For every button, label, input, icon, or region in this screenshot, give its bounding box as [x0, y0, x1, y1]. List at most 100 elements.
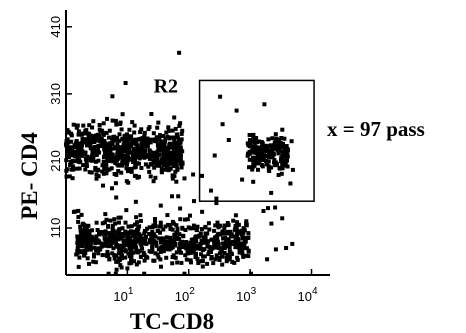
data-point: [174, 231, 179, 235]
data-point: [265, 154, 270, 159]
data-point: [171, 164, 176, 169]
data-point: [185, 251, 190, 256]
data-point: [290, 241, 295, 246]
data-point: [94, 234, 99, 239]
data-point: [174, 163, 179, 168]
data-point: [173, 140, 178, 145]
data-point: [168, 166, 173, 171]
data-point: [261, 157, 266, 162]
data-point: [125, 155, 130, 160]
data-point: [208, 247, 213, 252]
data-point: [213, 257, 218, 262]
data-point: [212, 228, 217, 233]
data-point: [225, 244, 230, 249]
data-point: [156, 255, 161, 260]
data-point: [80, 149, 85, 154]
data-point: [79, 232, 84, 237]
data-point: [170, 128, 175, 133]
data-point: [153, 159, 157, 163]
data-point: [138, 235, 143, 240]
data-point: [68, 145, 73, 150]
data-point: [146, 139, 151, 144]
data-point: [78, 237, 83, 242]
data-point: [114, 259, 119, 264]
gate-label: R2: [154, 75, 178, 97]
data-point: [71, 122, 76, 127]
data-point: [148, 162, 153, 167]
points-layer: [64, 50, 295, 276]
data-point: [226, 237, 231, 242]
data-point: [272, 143, 277, 148]
data-point: [203, 231, 208, 236]
data-point: [289, 139, 294, 144]
data-point: [132, 173, 137, 178]
data-point: [207, 244, 212, 249]
data-point: [80, 244, 85, 249]
y-tick-label: 210: [48, 150, 63, 172]
data-point: [66, 139, 70, 144]
data-point: [285, 158, 289, 163]
data-point: [247, 133, 252, 137]
data-point: [170, 238, 175, 243]
data-point: [278, 159, 283, 164]
data-point: [267, 169, 272, 173]
data-point: [158, 148, 163, 153]
data-point: [91, 148, 96, 153]
data-point: [168, 155, 173, 160]
data-point: [73, 150, 78, 155]
data-point: [175, 135, 180, 140]
data-point: [250, 167, 255, 172]
data-point: [139, 141, 144, 146]
x-tick-label: 102: [175, 286, 195, 304]
data-point: [84, 164, 89, 168]
data-point: [144, 144, 149, 149]
data-point: [82, 223, 87, 227]
data-point: [165, 239, 170, 244]
data-point: [202, 254, 207, 259]
data-point: [111, 246, 116, 251]
data-point: [217, 246, 222, 251]
data-point: [131, 250, 136, 255]
data-point: [100, 163, 105, 168]
data-point: [197, 234, 202, 239]
data-point: [221, 236, 226, 241]
data-point: [96, 158, 101, 163]
data-point: [124, 166, 129, 171]
data-point: [281, 160, 286, 165]
data-point: [82, 253, 87, 258]
data-point: [131, 153, 136, 157]
data-point: [112, 253, 117, 258]
data-point: [164, 235, 169, 240]
data-point: [245, 141, 250, 146]
data-point: [236, 245, 241, 250]
data-point: [276, 151, 281, 156]
data-point: [227, 256, 232, 261]
data-point: [154, 243, 159, 248]
data-point: [78, 160, 83, 165]
data-point: [171, 161, 176, 166]
data-point: [129, 169, 134, 174]
data-point: [158, 257, 163, 262]
data-point: [131, 245, 136, 249]
data-point: [266, 137, 271, 142]
data-point: [187, 245, 192, 250]
data-point: [180, 239, 184, 244]
data-point: [251, 160, 256, 165]
data-point: [86, 134, 91, 139]
data-point: [166, 125, 171, 130]
data-point: [104, 171, 109, 176]
data-point: [116, 156, 121, 161]
data-point: [115, 244, 120, 249]
data-point: [77, 152, 81, 157]
data-point: [119, 170, 124, 175]
data-point: [162, 240, 167, 244]
data-point: [89, 138, 94, 143]
data-point: [238, 249, 243, 254]
data-point: [132, 259, 136, 264]
data-point: [75, 238, 80, 243]
data-point: [139, 166, 144, 170]
data-point: [272, 160, 276, 165]
data-point: [241, 246, 245, 251]
data-point: [153, 251, 158, 256]
data-point: [190, 226, 195, 231]
